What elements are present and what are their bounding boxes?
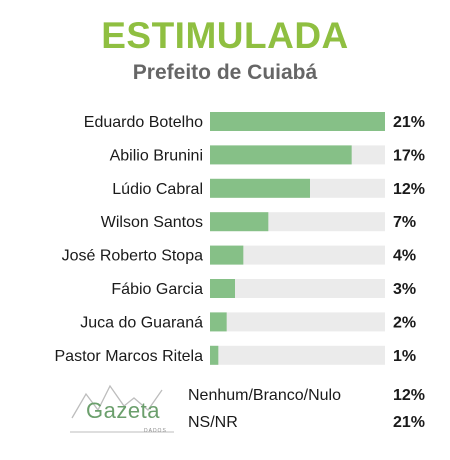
gazeta-logo: Gazeta DADOS — [70, 380, 180, 440]
bar — [210, 279, 235, 298]
bar — [210, 245, 244, 265]
value-label: 4% — [393, 248, 416, 265]
bar — [210, 312, 227, 332]
value-label: 1% — [393, 348, 416, 365]
bar-track — [210, 279, 385, 298]
bar-track — [210, 345, 385, 365]
bar — [210, 178, 310, 198]
bar-track — [210, 312, 385, 332]
bar — [210, 212, 269, 232]
value-label: 21% — [393, 114, 425, 131]
category-label: Abilio Brunini — [110, 147, 203, 164]
extra-label-nulo: Nenhum/Branco/Nulo — [188, 387, 341, 404]
category-label: Wilson Santos — [101, 214, 203, 231]
category-label: José Roberto Stopa — [62, 248, 204, 265]
value-label: 12% — [393, 181, 425, 198]
bar — [210, 145, 352, 165]
bar-track — [210, 245, 385, 265]
line-chart-icon — [70, 384, 174, 433]
logo-subtext: DADOS — [144, 428, 167, 434]
extra-label-nsnr: NS/NR — [188, 414, 238, 431]
bar — [210, 112, 385, 131]
logo-wordmark: Gazeta — [86, 398, 160, 423]
chart-title: ESTIMULADA — [101, 15, 349, 56]
value-label: 17% — [393, 147, 425, 164]
category-label: Eduardo Botelho — [84, 114, 203, 131]
bar — [210, 345, 219, 365]
category-label: Lúdio Cabral — [112, 181, 203, 198]
category-label: Pastor Marcos Ritela — [55, 348, 204, 365]
value-label: 3% — [393, 281, 416, 298]
bar-chart: Eduardo Botelho 21% Abilio Brunini 17% Lúdio… — [55, 112, 425, 365]
value-label: 7% — [393, 214, 416, 231]
extra-value-nulo: 12% — [393, 387, 426, 404]
category-label: Fábio Garcia — [111, 281, 203, 298]
value-label: 2% — [393, 314, 416, 331]
category-label: Juca do Guaraná — [80, 314, 203, 331]
chart-subtitle: Prefeito de Cuiabá — [132, 61, 318, 84]
extra-value-nsnr: 21% — [393, 414, 426, 431]
